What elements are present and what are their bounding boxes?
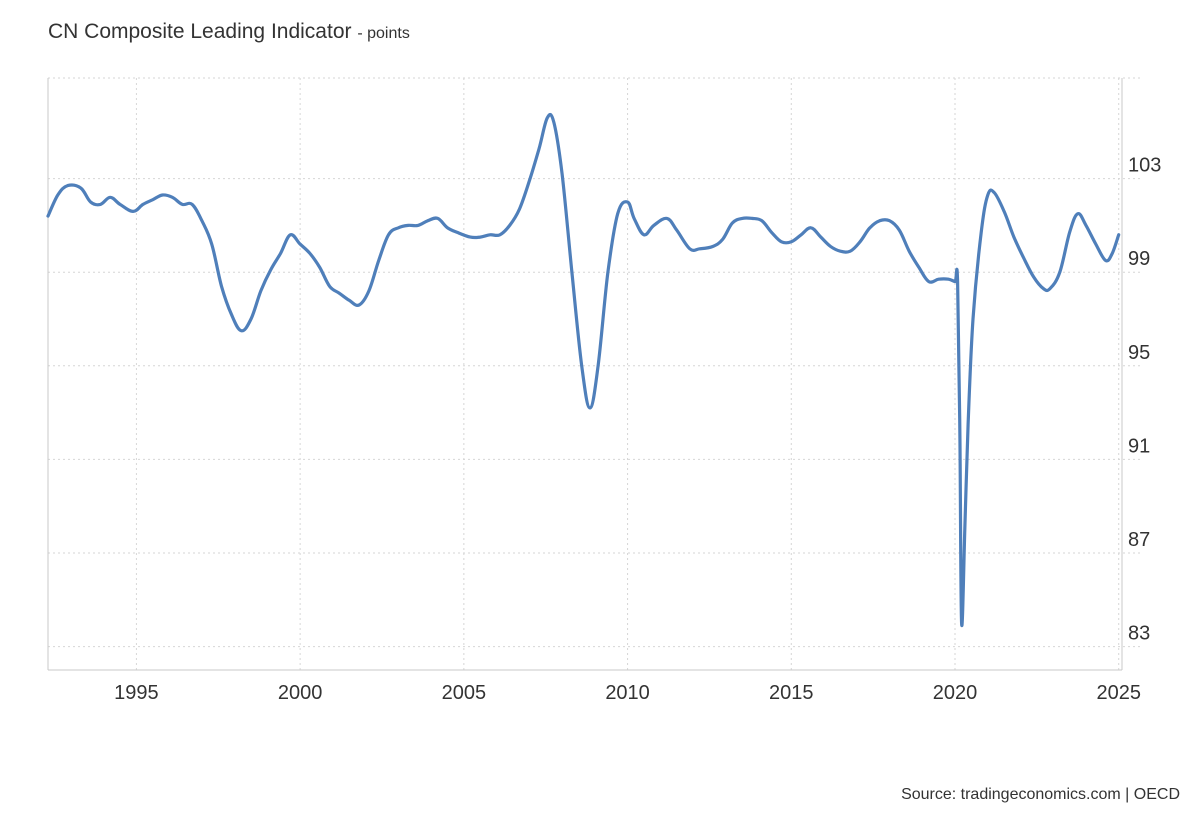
y-tick-label-103: 103 (1128, 155, 1161, 177)
series-line-0 (46, 112, 1121, 628)
y-tick-label-91: 91 (1128, 435, 1150, 457)
x-tick-label-2000: 2000 (278, 682, 323, 704)
chart-title: CN Composite Leading Indicator - points (48, 20, 410, 44)
y-tick-label-87: 87 (1128, 529, 1150, 551)
line-chart: 83 87 91 95 99 103 1995 2000 2005 2010 2015 2020 202… (46, 77, 1161, 704)
chart-unit-text: points (367, 25, 410, 42)
x-tick-label-2010: 2010 (605, 682, 650, 704)
x-tick-label-2020: 2020 (933, 682, 978, 704)
y-tick-label-83: 83 (1128, 623, 1150, 645)
chart-title-text: CN Composite Leading Indicator (48, 20, 352, 43)
x-tick-label-2015: 2015 (769, 682, 814, 704)
x-tick-label-2025: 2025 (1096, 682, 1141, 704)
axis-layer (47, 78, 1123, 671)
x-tick-label-1995: 1995 (114, 682, 159, 704)
chart-unit-label: - points (357, 25, 410, 42)
source-note: Source: tradingeconomics.com | OECD (901, 786, 1180, 803)
x-tick-label-2005: 2005 (442, 682, 487, 704)
series-layer (46, 112, 1121, 628)
label-layer: 83 87 91 95 99 103 1995 2000 2005 2010 2015 2020 202… (114, 155, 1161, 704)
y-tick-label-95: 95 (1128, 342, 1150, 364)
y-tick-label-99: 99 (1128, 248, 1150, 270)
grid-layer (48, 77, 1140, 670)
